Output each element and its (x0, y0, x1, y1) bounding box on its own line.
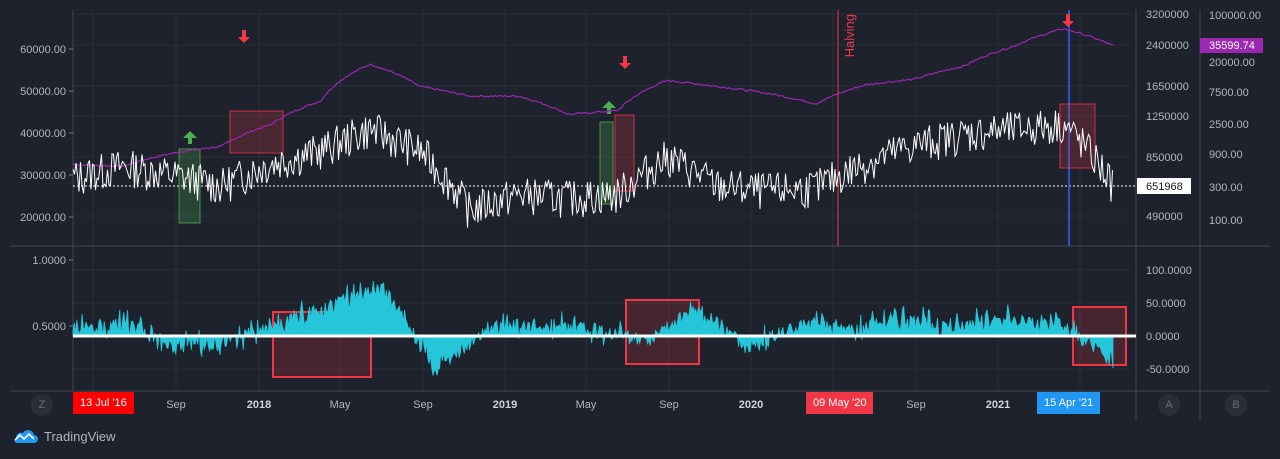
axis-label: -50.0000 (1146, 364, 1189, 376)
time-tick-label: 2021 (985, 399, 1011, 411)
left-axis: 60000.00 50000.00 40000.00 30000.00 2000… (20, 44, 66, 333)
axis-label: 900.00 (1209, 149, 1243, 161)
grid (73, 10, 1130, 390)
time-tick-label: Sep (166, 399, 186, 411)
buy-arrow-icon (602, 101, 616, 114)
axis-label: 30000.00 (20, 170, 66, 182)
time-tick-label: May (329, 399, 351, 411)
axis-ticks (69, 48, 73, 327)
right-axis: 100000.00 20000.00 7500.00 2500.00 900.0… (1209, 10, 1261, 227)
axis-label: 1650000 (1146, 81, 1189, 93)
axis-label: 1250000 (1146, 111, 1189, 123)
buy-zone-box[interactable] (599, 121, 614, 205)
tradingview-cloud-icon (14, 430, 38, 443)
zoom-reset-button[interactable]: Z (31, 394, 53, 416)
axis-label: 50000.00 (20, 86, 66, 98)
series-value-label: 651968 (1146, 181, 1183, 193)
axis-label: 60000.00 (20, 44, 66, 56)
time-tick-label: 2020 (738, 399, 764, 411)
axis-label: 850000 (1146, 152, 1183, 164)
sell-arrow-icon (238, 30, 250, 43)
price-badge-label: 35599.74 (1209, 40, 1255, 52)
time-tick-label: 2018 (246, 399, 272, 411)
axis-label: 100000.00 (1209, 10, 1261, 22)
sell-zone-box[interactable] (614, 114, 635, 192)
sell-zone-box[interactable] (229, 110, 284, 154)
axis-label: 7500.00 (1209, 87, 1249, 99)
time-tick-label: Sep (906, 399, 926, 411)
cursor-date-badge: 15 Apr '21 (1037, 392, 1101, 414)
time-tick-label: Sep (413, 399, 433, 411)
oscillator-area[interactable] (72, 281, 1114, 376)
halving-label: Halving (842, 14, 857, 57)
sell-arrow-icon (1062, 14, 1074, 27)
axis-label: 50.0000 (1146, 298, 1186, 310)
axis-label: 40000.00 (20, 128, 66, 140)
auto-scale-button-b[interactable]: B (1225, 394, 1247, 416)
axis-label: 20000.00 (20, 212, 66, 224)
axis-label: 1.0000 (32, 255, 66, 267)
auto-scale-button[interactable]: A (1158, 394, 1180, 416)
mid-axis: 3200000 2400000 1650000 1250000 850000 4… (1146, 9, 1192, 376)
axis-label: 2500.00 (1209, 119, 1249, 131)
time-tick-label: 2019 (492, 399, 518, 411)
tradingview-logo[interactable]: TradingView (12, 428, 116, 444)
axis-label: 3200000 (1146, 9, 1189, 21)
pane-borders (10, 10, 1270, 420)
price-line[interactable] (72, 28, 1114, 168)
sell-arrow-icon (619, 56, 631, 69)
axis-label: 100.0000 (1146, 265, 1192, 277)
halving-date-badge: 09 May '20 (806, 392, 874, 414)
axis-label: 300.00 (1209, 182, 1243, 194)
axis-label: 0.5000 (32, 321, 66, 333)
buy-arrow-icon (183, 131, 197, 144)
time-tick-label: Sep (659, 399, 679, 411)
brand-name: TradingView (44, 428, 116, 444)
time-tick-label: May (575, 399, 597, 411)
axis-label: 0.0000 (1146, 331, 1180, 343)
axis-label: 2400000 (1146, 40, 1189, 52)
price-badge (1200, 38, 1263, 53)
axis-label: 20000.00 (1209, 57, 1255, 69)
axis-label: 490000 (1146, 211, 1183, 223)
metric-line[interactable] (72, 110, 1113, 228)
series-value-badge (1137, 178, 1191, 194)
start-date-badge: 13 Jul '16 (73, 392, 134, 414)
axis-label: 100.00 (1209, 215, 1243, 227)
